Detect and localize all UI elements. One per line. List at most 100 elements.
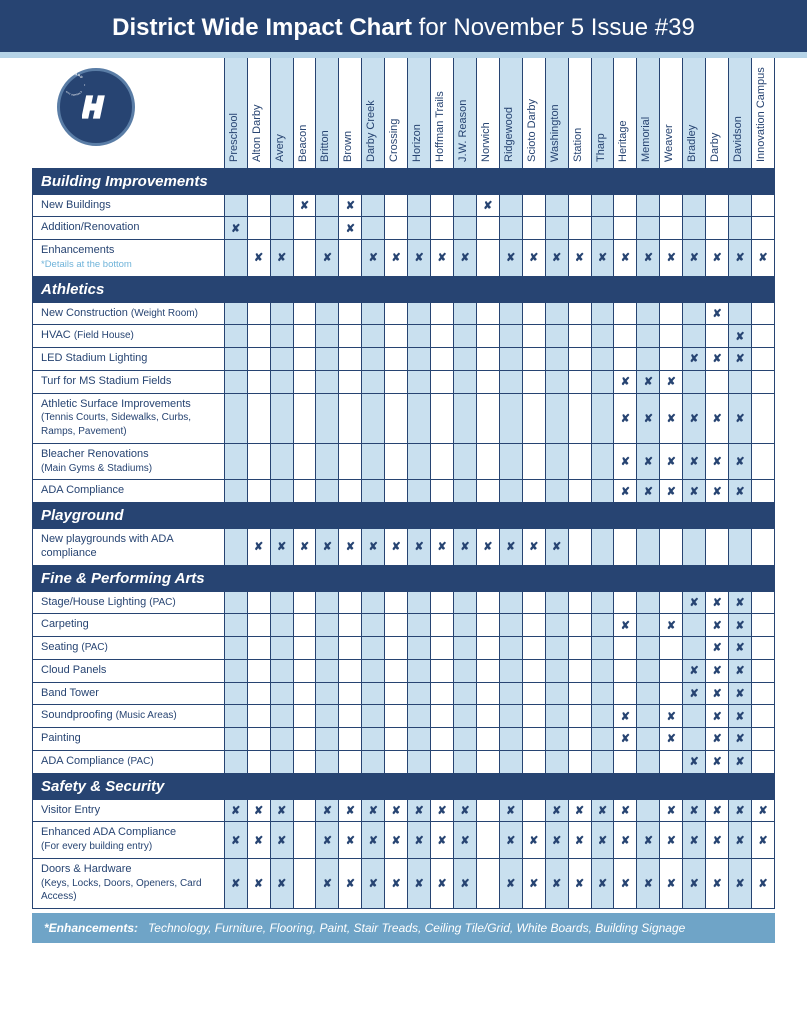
mark-cell: ✘ — [706, 240, 729, 277]
column-header-label: Britton — [319, 130, 331, 162]
mark-cell: ✘ — [706, 348, 729, 371]
mark-cell: ✘ — [614, 614, 637, 637]
mark-cell — [247, 348, 270, 371]
section-title: Athletics — [33, 276, 775, 302]
column-header: Beacon — [293, 58, 316, 168]
mark-cell — [522, 614, 545, 637]
mark-cell — [316, 659, 339, 682]
mark-cell — [476, 217, 499, 240]
mark-cell: ✘ — [339, 799, 362, 822]
column-header: Avery — [270, 58, 293, 168]
mark-cell — [224, 750, 247, 773]
mark-cell: ✘ — [729, 750, 752, 773]
column-header-label: Horizon — [411, 124, 423, 162]
mark-cell — [408, 750, 431, 773]
mark-cell: ✘ — [385, 858, 408, 908]
mark-cell: ✘ — [545, 858, 568, 908]
mark-cell — [660, 659, 683, 682]
mark-cell — [270, 325, 293, 348]
column-header: Brown — [339, 58, 362, 168]
mark-cell: ✘ — [614, 370, 637, 393]
table-row: Turf for MS Stadium Fields✘✘✘ — [33, 370, 775, 393]
mark-cell: ✘ — [614, 728, 637, 751]
table-row: LED Stadium Lighting✘✘✘ — [33, 348, 775, 371]
mark-cell: ✘ — [247, 858, 270, 908]
mark-cell: ✘ — [637, 822, 660, 859]
mark-cell — [499, 194, 522, 217]
mark-cell — [660, 637, 683, 660]
mark-cell: ✘ — [499, 529, 522, 566]
column-header-label: Bradley — [686, 124, 698, 161]
mark-cell — [614, 348, 637, 371]
mark-cell — [660, 682, 683, 705]
mark-cell — [751, 529, 774, 566]
mark-cell — [499, 443, 522, 480]
table-row: Doors & Hardware(Keys, Locks, Doors, Ope… — [33, 858, 775, 908]
mark-cell — [431, 750, 454, 773]
mark-cell — [339, 480, 362, 503]
section-title: Building Improvements — [33, 168, 775, 194]
mark-cell — [270, 194, 293, 217]
table-row: New Construction (Weight Room)✘ — [33, 302, 775, 325]
mark-cell: ✘ — [729, 682, 752, 705]
mark-cell: ✘ — [316, 822, 339, 859]
mark-cell — [270, 591, 293, 614]
mark-cell — [660, 591, 683, 614]
mark-cell: ✘ — [729, 637, 752, 660]
mark-cell: ✘ — [385, 822, 408, 859]
mark-cell — [224, 705, 247, 728]
mark-cell: ✘ — [683, 682, 706, 705]
chart-sheet: HILLIARD CITY SCHOOLS PreschoolAlton Dar… — [0, 58, 807, 953]
mark-cell — [568, 217, 591, 240]
mark-cell: ✘ — [729, 443, 752, 480]
column-header-label: Hoffman Trails — [434, 91, 446, 162]
mark-cell — [293, 822, 316, 859]
section-title: Fine & Performing Arts — [33, 565, 775, 591]
section-header-row: Playground — [33, 503, 775, 529]
mark-cell: ✘ — [729, 591, 752, 614]
mark-cell — [362, 682, 385, 705]
column-header: Darby Creek — [362, 58, 385, 168]
mark-cell: ✘ — [385, 799, 408, 822]
row-label: New Buildings — [33, 194, 225, 217]
mark-cell — [751, 325, 774, 348]
mark-cell — [339, 370, 362, 393]
mark-cell: ✘ — [339, 529, 362, 566]
mark-cell — [614, 750, 637, 773]
mark-cell — [591, 480, 614, 503]
mark-cell: ✘ — [706, 591, 729, 614]
mark-cell — [729, 302, 752, 325]
mark-cell — [499, 682, 522, 705]
mark-cell — [522, 443, 545, 480]
column-header: Tharp — [591, 58, 614, 168]
mark-cell — [476, 750, 499, 773]
mark-cell — [751, 614, 774, 637]
mark-cell: ✘ — [683, 822, 706, 859]
mark-cell — [637, 750, 660, 773]
mark-cell — [316, 728, 339, 751]
mark-cell — [499, 637, 522, 660]
mark-cell: ✘ — [431, 529, 454, 566]
mark-cell — [683, 529, 706, 566]
mark-cell: ✘ — [637, 370, 660, 393]
column-header-label: Heritage — [617, 120, 629, 162]
mark-cell — [751, 302, 774, 325]
mark-cell: ✘ — [614, 480, 637, 503]
mark-cell — [453, 370, 476, 393]
mark-cell — [362, 443, 385, 480]
mark-cell — [362, 705, 385, 728]
column-header: Crossing — [385, 58, 408, 168]
mark-cell — [362, 325, 385, 348]
mark-cell — [568, 348, 591, 371]
mark-cell — [385, 637, 408, 660]
mark-cell — [637, 302, 660, 325]
mark-cell — [545, 217, 568, 240]
mark-cell — [247, 750, 270, 773]
mark-cell — [637, 194, 660, 217]
mark-cell — [751, 480, 774, 503]
mark-cell: ✘ — [706, 614, 729, 637]
title-bold: District Wide Impact Chart — [112, 14, 412, 41]
mark-cell — [591, 325, 614, 348]
row-label: Carpeting — [33, 614, 225, 637]
column-header: Britton — [316, 58, 339, 168]
